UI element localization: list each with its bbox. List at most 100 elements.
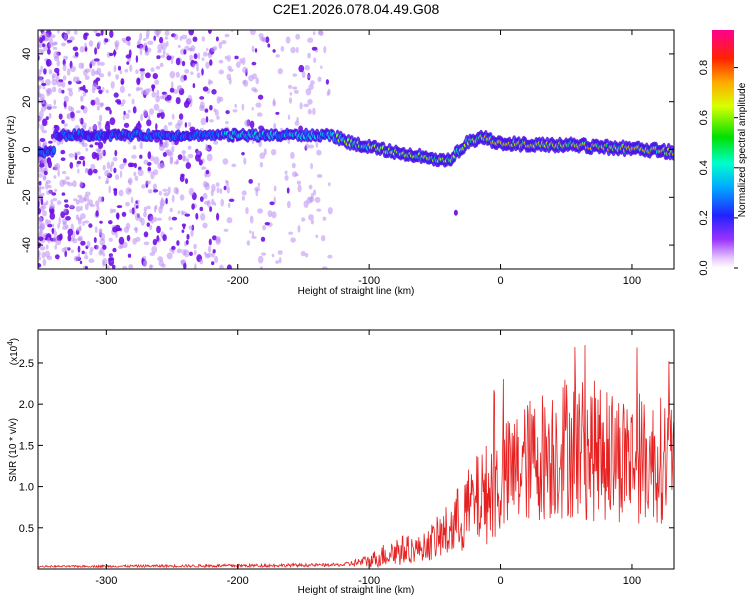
noise-point <box>38 69 42 76</box>
noise-point <box>251 61 257 66</box>
noise-point <box>295 46 299 54</box>
noise-point <box>179 194 185 201</box>
noise-point <box>80 105 85 110</box>
noise-point <box>236 61 241 68</box>
noise-point <box>69 36 75 41</box>
noise-point <box>102 244 107 250</box>
noise-point <box>267 210 273 218</box>
noise-point <box>162 152 167 157</box>
noise-point <box>188 121 192 128</box>
noise-point <box>200 213 206 221</box>
noise-point <box>88 40 94 47</box>
noise-point <box>77 219 82 225</box>
noise-point <box>77 253 81 260</box>
noise-point <box>165 41 169 47</box>
noise-point <box>277 68 283 75</box>
noise-point <box>146 30 150 37</box>
noise-point <box>307 108 312 115</box>
noise-point <box>219 264 224 269</box>
noise-point <box>321 235 326 242</box>
noise-point <box>155 123 158 130</box>
noise-point <box>135 55 139 63</box>
noise-point <box>190 229 194 237</box>
noise-point <box>97 149 101 155</box>
noise-point <box>75 110 81 114</box>
noise-point <box>322 216 327 221</box>
noise-point <box>260 236 266 242</box>
colorbar-gradient <box>712 30 734 268</box>
x-tick-label: -200 <box>227 575 249 587</box>
noise-point <box>209 119 214 123</box>
noise-point <box>56 200 62 206</box>
noise-point <box>51 192 57 196</box>
noise-point <box>152 183 157 190</box>
noise-point <box>84 191 91 196</box>
noise-point <box>162 234 167 242</box>
noise-point <box>49 34 56 39</box>
noise-point <box>228 202 231 209</box>
noise-point <box>50 199 54 205</box>
noise-point <box>267 43 271 48</box>
noise-point <box>223 185 227 191</box>
noise-point <box>118 189 124 197</box>
noise-point <box>53 175 57 179</box>
noise-point <box>83 197 87 202</box>
noise-point <box>80 95 84 102</box>
noise-point <box>145 72 151 79</box>
noise-point <box>199 104 205 112</box>
noise-point <box>304 65 310 71</box>
noise-point <box>197 52 201 60</box>
colorbar-ticks: 0.0 0.2 0.4 0.6 0.8 <box>698 60 738 276</box>
noise-point <box>113 50 117 56</box>
noise-point <box>90 163 96 171</box>
noise-point <box>99 61 105 66</box>
noise-point <box>80 240 86 246</box>
noise-point <box>186 233 190 240</box>
noise-point <box>226 186 230 194</box>
noise-point <box>119 70 123 75</box>
noise-point <box>38 173 43 178</box>
noise-point <box>151 246 158 254</box>
noise-point <box>241 152 245 156</box>
noise-point <box>221 40 227 45</box>
noise-point <box>144 50 150 56</box>
noise-point <box>89 60 94 65</box>
noise-point <box>48 112 52 119</box>
noise-point <box>310 162 313 170</box>
noise-point <box>123 122 130 128</box>
noise-point <box>190 71 194 75</box>
noise-point <box>115 42 119 51</box>
noise-point <box>169 87 175 93</box>
noise-point <box>306 74 311 79</box>
noise-point <box>115 74 119 80</box>
noise-point <box>175 97 181 105</box>
noise-point <box>113 65 117 73</box>
noise-point <box>42 210 47 217</box>
colorbar-label: Normalized spectral amplitude <box>737 82 748 217</box>
noise-point <box>84 75 90 80</box>
noise-point <box>55 162 61 171</box>
noise-point <box>108 52 114 57</box>
noise-point <box>284 175 289 181</box>
noise-point <box>201 68 204 76</box>
noise-point <box>87 168 93 176</box>
noise-point <box>119 85 125 94</box>
spectrogram-y-ticks: -40 -20 0 20 40 <box>21 48 674 253</box>
colorbar-tick-label: 0.2 <box>698 210 710 225</box>
noise-point <box>39 138 46 142</box>
noise-point <box>239 58 243 64</box>
snr-frame <box>37 329 675 570</box>
noise-point <box>56 60 60 67</box>
noise-point <box>93 237 97 243</box>
noise-point <box>45 218 49 226</box>
x-tick-label: 100 <box>623 275 641 287</box>
noise-point <box>322 266 328 269</box>
noise-point <box>143 231 149 238</box>
noise-point <box>87 199 93 206</box>
noise-point <box>72 46 79 52</box>
noise-point <box>181 34 188 40</box>
noise-point <box>135 236 141 242</box>
noise-point <box>88 258 95 264</box>
noise-point <box>241 57 246 65</box>
noise-point <box>317 76 322 82</box>
